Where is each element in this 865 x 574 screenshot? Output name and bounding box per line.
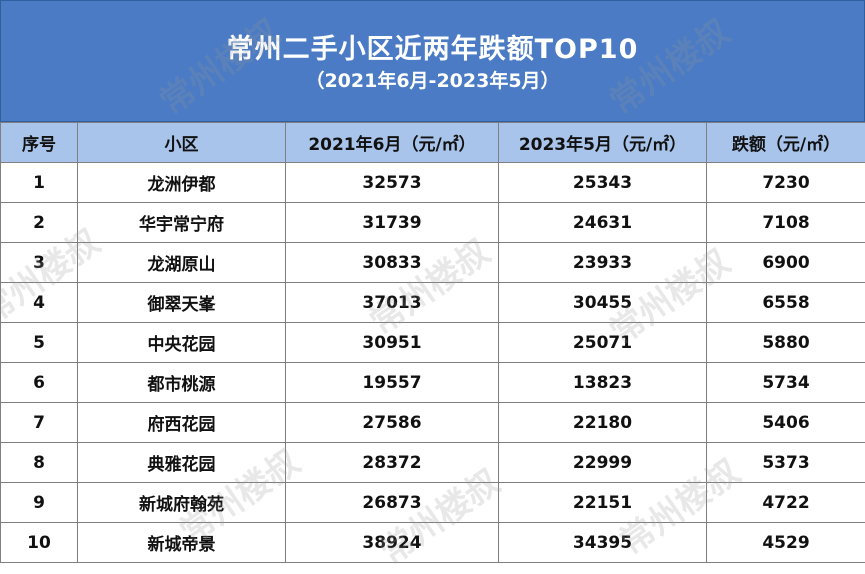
cell-community: 新城府翰苑 — [78, 483, 286, 523]
cell-price-2023: 25071 — [499, 323, 707, 363]
cell-rank: 1 — [1, 163, 78, 203]
cell-price-2021: 30951 — [286, 323, 499, 363]
cell-rank: 3 — [1, 243, 78, 283]
cell-community: 龙洲伊都 — [78, 163, 286, 203]
cell-price-2023: 23933 — [499, 243, 707, 283]
cell-rank: 5 — [1, 323, 78, 363]
cell-price-2021: 28372 — [286, 443, 499, 483]
column-header-community: 小区 — [78, 123, 286, 163]
cell-price-2023: 22151 — [499, 483, 707, 523]
cell-drop: 5880 — [707, 323, 865, 363]
cell-price-2021: 26873 — [286, 483, 499, 523]
cell-community: 御翠天峯 — [78, 283, 286, 323]
cell-price-2021: 32573 — [286, 163, 499, 203]
cell-community: 府西花园 — [78, 403, 286, 443]
column-header-rank: 序号 — [1, 123, 78, 163]
cell-price-2021: 19557 — [286, 363, 499, 403]
cell-price-2021: 37013 — [286, 283, 499, 323]
cell-rank: 8 — [1, 443, 78, 483]
cell-rank: 10 — [1, 523, 78, 563]
cell-price-2021: 31739 — [286, 203, 499, 243]
cell-drop: 5373 — [707, 443, 865, 483]
column-header-drop: 跌额（元/㎡） — [707, 123, 865, 163]
cell-price-2023: 24631 — [499, 203, 707, 243]
cell-rank: 4 — [1, 283, 78, 323]
cell-price-2023: 34395 — [499, 523, 707, 563]
cell-price-2023: 30455 — [499, 283, 707, 323]
cell-price-2021: 38924 — [286, 523, 499, 563]
cell-rank: 2 — [1, 203, 78, 243]
cell-price-2023: 22999 — [499, 443, 707, 483]
cell-rank: 6 — [1, 363, 78, 403]
cell-community: 中央花园 — [78, 323, 286, 363]
cell-rank: 9 — [1, 483, 78, 523]
cell-price-2023: 13823 — [499, 363, 707, 403]
cell-community: 都市桃源 — [78, 363, 286, 403]
column-header-price-2023: 2023年5月（元/㎡） — [499, 123, 707, 163]
cell-drop: 5406 — [707, 403, 865, 443]
cell-drop: 4529 — [707, 523, 865, 563]
page-subtitle: （2021年6月-2023年5月） — [1, 69, 864, 93]
cell-price-2023: 22180 — [499, 403, 707, 443]
cell-community: 典雅花园 — [78, 443, 286, 483]
cell-drop: 7108 — [707, 203, 865, 243]
cell-drop: 5734 — [707, 363, 865, 403]
title-banner: 常州二手小区近两年跌额TOP10 （2021年6月-2023年5月） — [0, 0, 865, 122]
cell-rank: 7 — [1, 403, 78, 443]
cell-drop: 4722 — [707, 483, 865, 523]
cell-price-2021: 30833 — [286, 243, 499, 283]
cell-drop: 6900 — [707, 243, 865, 283]
cell-price-2021: 27586 — [286, 403, 499, 443]
table-header-row: 序号 小区 2021年6月（元/㎡） 2023年5月（元/㎡） 跌额（元/㎡） — [1, 123, 865, 163]
cell-drop: 6558 — [707, 283, 865, 323]
cell-community: 龙湖原山 — [78, 243, 286, 283]
cell-community: 华宇常宁府 — [78, 203, 286, 243]
cell-drop: 7230 — [707, 163, 865, 203]
column-header-price-2021: 2021年6月（元/㎡） — [286, 123, 499, 163]
page-title: 常州二手小区近两年跌额TOP10 — [1, 33, 864, 67]
ranking-table: 序号 小区 2021年6月（元/㎡） 2023年5月（元/㎡） 跌额（元/㎡） … — [0, 122, 865, 563]
cell-community: 新城帝景 — [78, 523, 286, 563]
cell-price-2023: 25343 — [499, 163, 707, 203]
